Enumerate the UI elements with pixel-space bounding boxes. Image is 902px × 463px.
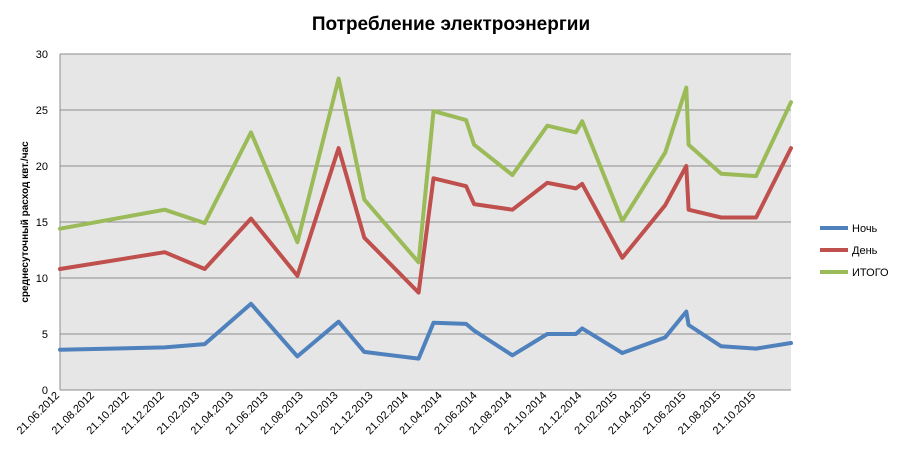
series-lines — [58, 76, 793, 361]
series-line-2 — [58, 76, 793, 265]
chart-title: Потребление электроэнергии — [312, 14, 590, 35]
series-line-1 — [58, 146, 793, 295]
y-tick-label: 5 — [42, 329, 48, 341]
legend-label: ИТОГО — [852, 267, 889, 279]
legend-label: Ночь — [852, 223, 878, 235]
y-tick-label: 0 — [42, 385, 48, 397]
x-axis-ticks: 21.06.201221.08.201221.10.201221.12.2012… — [15, 390, 759, 437]
gridlines — [59, 53, 791, 391]
y-axis-label: среднесуточный расход квт./час — [20, 141, 31, 303]
legend: Ночь День ИТОГО — [820, 223, 889, 279]
legend-label: День — [852, 245, 878, 257]
y-tick-label: 20 — [36, 161, 48, 173]
y-axis-ticks: 0 5 10 15 20 25 30 — [36, 49, 48, 397]
y-tick-label: 15 — [36, 217, 48, 229]
y-tick-label: 10 — [36, 273, 48, 285]
y-tick-label: 30 — [36, 49, 48, 61]
series-line-0 — [58, 301, 793, 361]
y-tick-label: 25 — [36, 105, 48, 117]
